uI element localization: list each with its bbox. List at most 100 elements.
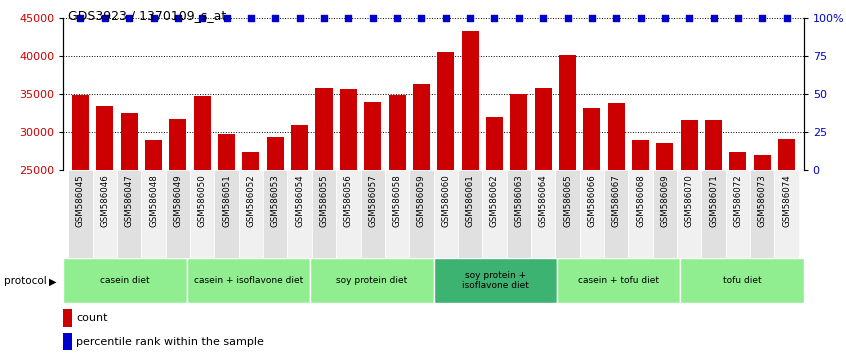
- Point: [683, 15, 696, 21]
- Point: [585, 15, 599, 21]
- Bar: [117, 170, 141, 258]
- Bar: [677, 170, 701, 258]
- Point: [536, 15, 550, 21]
- Bar: [510, 94, 527, 170]
- Text: casein diet: casein diet: [101, 276, 150, 285]
- Bar: [535, 88, 552, 170]
- Point: [146, 15, 160, 21]
- Bar: [778, 139, 795, 170]
- Bar: [291, 125, 308, 170]
- Point: [780, 15, 794, 21]
- Text: protocol: protocol: [4, 276, 47, 286]
- Bar: [413, 84, 430, 170]
- Text: casein + isoflavone diet: casein + isoflavone diet: [194, 276, 303, 285]
- Text: tofu diet: tofu diet: [722, 276, 761, 285]
- Text: GSM586072: GSM586072: [733, 174, 743, 227]
- Text: GDS3923 / 1370109_s_at: GDS3923 / 1370109_s_at: [68, 9, 226, 22]
- Point: [464, 15, 477, 21]
- Point: [171, 15, 184, 21]
- Bar: [239, 170, 263, 258]
- Text: GSM586050: GSM586050: [198, 174, 206, 227]
- Bar: [93, 170, 117, 258]
- Text: GSM586054: GSM586054: [295, 174, 305, 227]
- Bar: [507, 170, 531, 258]
- Bar: [604, 170, 629, 258]
- Text: GSM586070: GSM586070: [684, 174, 694, 227]
- Text: GSM586068: GSM586068: [636, 174, 645, 227]
- Text: GSM586060: GSM586060: [442, 174, 450, 227]
- Bar: [218, 134, 235, 170]
- Point: [293, 15, 306, 21]
- Bar: [364, 102, 382, 170]
- Text: ▶: ▶: [49, 276, 57, 286]
- Bar: [145, 140, 162, 170]
- Bar: [310, 258, 433, 303]
- Text: GSM586055: GSM586055: [320, 174, 328, 227]
- Bar: [433, 170, 458, 258]
- Bar: [316, 88, 332, 170]
- Point: [268, 15, 282, 21]
- Point: [415, 15, 428, 21]
- Point: [244, 15, 258, 21]
- Bar: [629, 170, 653, 258]
- Bar: [243, 152, 260, 170]
- Point: [439, 15, 453, 21]
- Bar: [729, 152, 746, 170]
- Bar: [72, 95, 89, 170]
- Bar: [63, 333, 72, 350]
- Bar: [96, 106, 113, 170]
- Bar: [141, 170, 166, 258]
- Bar: [557, 258, 680, 303]
- Point: [342, 15, 355, 21]
- Bar: [288, 170, 312, 258]
- Text: GSM586051: GSM586051: [222, 174, 231, 227]
- Bar: [705, 120, 722, 170]
- Text: count: count: [76, 313, 107, 323]
- Text: GSM586063: GSM586063: [514, 174, 524, 227]
- Bar: [190, 170, 214, 258]
- Bar: [214, 170, 239, 258]
- Point: [512, 15, 525, 21]
- Bar: [531, 170, 555, 258]
- Bar: [312, 170, 336, 258]
- Bar: [750, 170, 774, 258]
- Point: [609, 15, 623, 21]
- Bar: [726, 170, 750, 258]
- Bar: [701, 170, 726, 258]
- Bar: [409, 170, 433, 258]
- Text: GSM586061: GSM586061: [465, 174, 475, 227]
- Text: GSM586062: GSM586062: [490, 174, 499, 227]
- Bar: [340, 89, 357, 170]
- Bar: [63, 309, 72, 327]
- Text: GSM586059: GSM586059: [417, 174, 426, 227]
- Text: GSM586071: GSM586071: [709, 174, 718, 227]
- Bar: [653, 170, 677, 258]
- Bar: [680, 258, 804, 303]
- Bar: [63, 258, 187, 303]
- Bar: [69, 170, 93, 258]
- Text: GSM586074: GSM586074: [783, 174, 791, 227]
- Text: GSM586053: GSM586053: [271, 174, 280, 227]
- Point: [74, 15, 87, 21]
- Bar: [607, 103, 624, 170]
- Bar: [462, 32, 479, 170]
- Bar: [360, 170, 385, 258]
- Text: soy protein +
isoflavone diet: soy protein + isoflavone diet: [462, 271, 529, 290]
- Bar: [263, 170, 288, 258]
- Point: [220, 15, 233, 21]
- Bar: [482, 170, 507, 258]
- Point: [634, 15, 647, 21]
- Point: [731, 15, 744, 21]
- Bar: [681, 120, 698, 170]
- Text: GSM586047: GSM586047: [124, 174, 134, 227]
- Text: casein + tofu diet: casein + tofu diet: [578, 276, 659, 285]
- Bar: [437, 52, 454, 170]
- Text: GSM586065: GSM586065: [563, 174, 572, 227]
- Text: GSM586045: GSM586045: [76, 174, 85, 227]
- Bar: [632, 140, 649, 170]
- Point: [561, 15, 574, 21]
- Point: [658, 15, 672, 21]
- Point: [755, 15, 769, 21]
- Text: percentile rank within the sample: percentile rank within the sample: [76, 337, 264, 347]
- Point: [707, 15, 721, 21]
